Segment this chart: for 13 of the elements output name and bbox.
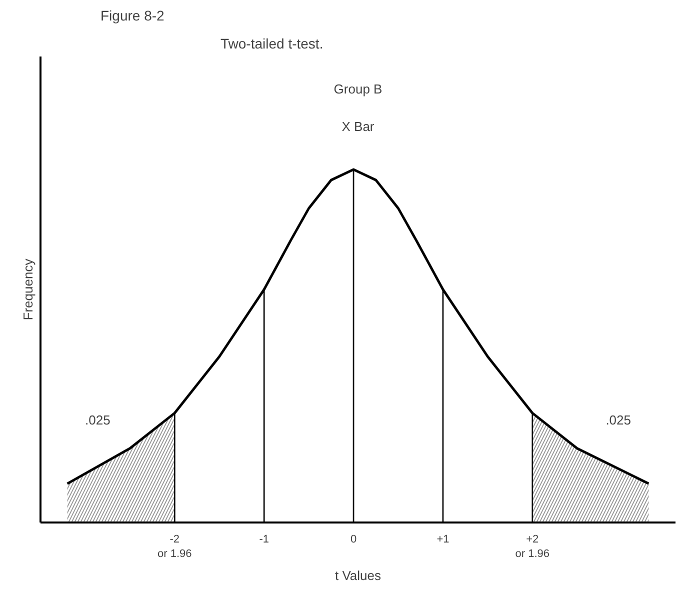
x-tick-label: -1 [259, 534, 269, 546]
chart-title: Figure 8-2 [100, 8, 165, 24]
chart-subtitle: Two-tailed t-test. [220, 36, 324, 52]
annotation: .025 [85, 412, 110, 428]
x-axis-title: t Values [334, 568, 382, 583]
annotation: .025 [606, 412, 632, 428]
x-tick-label: +2 or 1.96 [515, 534, 550, 560]
x-tick-label: 0 [350, 534, 357, 546]
x-tick-label: +1 [436, 534, 450, 546]
x-tick-label: -2 or 1.96 [158, 534, 192, 560]
y-axis-title: Frequency [20, 258, 36, 320]
text: X Bar [342, 118, 375, 134]
text: Group B [334, 82, 382, 97]
